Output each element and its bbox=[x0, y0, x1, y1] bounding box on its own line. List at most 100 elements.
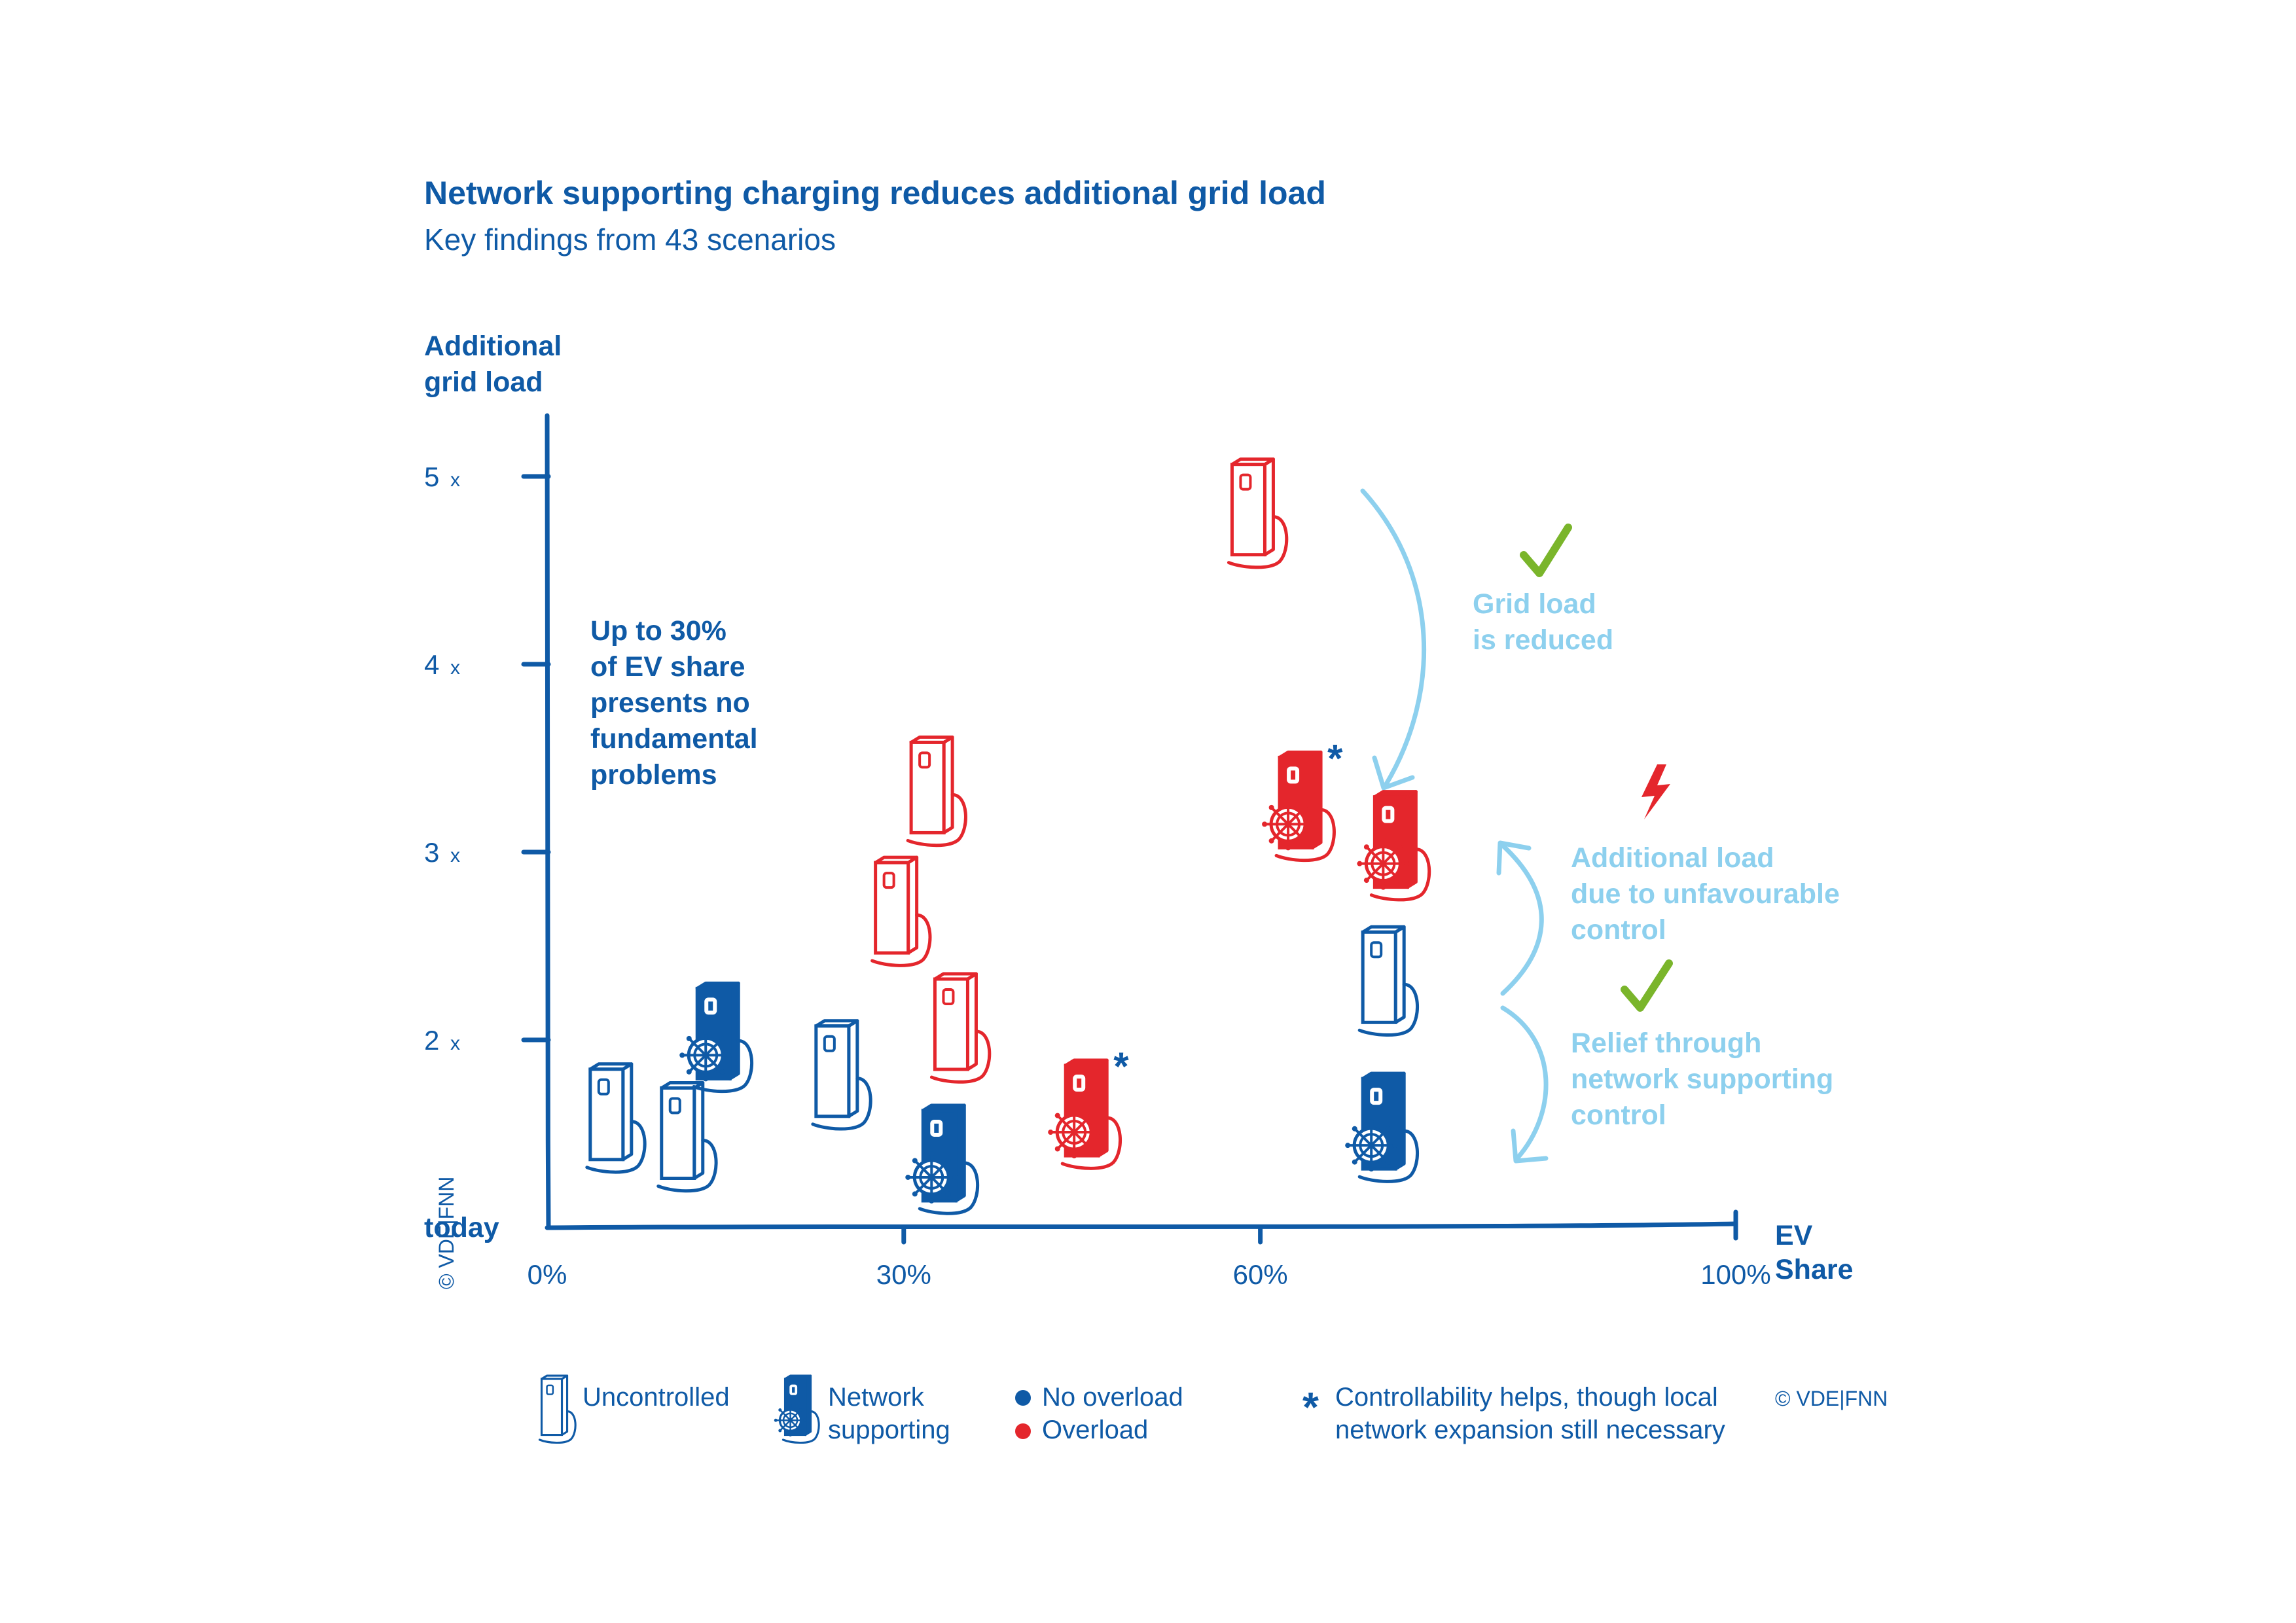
asterisk-mark: * bbox=[1327, 736, 1343, 780]
ship-wheel-icon bbox=[679, 1029, 732, 1082]
chart-title: Network supporting charging reduces addi… bbox=[424, 175, 1326, 211]
charger-cable bbox=[811, 1077, 872, 1131]
data-points: ** bbox=[585, 457, 1431, 1215]
charger-cable bbox=[1357, 1129, 1420, 1183]
y-tick-suffix: x bbox=[450, 657, 460, 679]
legend-no-overload-label: No overload bbox=[1042, 1383, 1183, 1412]
legend: Uncontrolled Network supporting No overl… bbox=[538, 1374, 1888, 1444]
y-tick-label: 5 bbox=[424, 461, 439, 492]
additional-load-note: Additional load due to unfavourable cont… bbox=[1571, 764, 1840, 946]
legend-overload-dot bbox=[1015, 1423, 1031, 1439]
x-axis-label-line2: Share bbox=[1775, 1254, 1854, 1285]
charger-display bbox=[1370, 941, 1383, 959]
x-tick-label: 60% bbox=[1233, 1259, 1288, 1290]
charger-cable bbox=[692, 1039, 754, 1094]
ship-wheel-icon bbox=[1345, 1119, 1398, 1172]
y-origin-label: today bbox=[424, 1212, 499, 1243]
grid-reduced-note: Grid load is reduced bbox=[1473, 524, 1613, 656]
left-note-line3: presents no bbox=[590, 687, 750, 719]
legend-credit: © VDE|FNN bbox=[1775, 1387, 1888, 1410]
charger-body bbox=[814, 1024, 851, 1118]
x-tick-label: 30% bbox=[876, 1259, 931, 1290]
uncontrolled-charger bbox=[929, 972, 992, 1084]
y-axis-label-line2: grid load bbox=[424, 366, 543, 398]
charger-display-inner bbox=[934, 1123, 939, 1133]
charger-body bbox=[588, 1067, 625, 1162]
charger-display-inner bbox=[1291, 770, 1296, 780]
network-supporting-charger: * bbox=[1048, 1044, 1129, 1170]
charger-body bbox=[540, 1378, 564, 1436]
uncontrolled-charger bbox=[1357, 925, 1420, 1037]
left-note-line1: Up to 30% bbox=[590, 615, 726, 647]
charger-cable bbox=[906, 793, 967, 847]
charger-cable bbox=[929, 1029, 992, 1084]
charger-display bbox=[668, 1097, 681, 1115]
additional-load-line2: due to unfavourable bbox=[1571, 878, 1840, 910]
legend-no-overload-dot bbox=[1015, 1390, 1031, 1406]
network-supporting-charger: * bbox=[1262, 736, 1343, 863]
left-note: Up to 30% of EV share presents no fundam… bbox=[590, 615, 758, 791]
legend-asterisk: * bbox=[1302, 1383, 1319, 1431]
legend-overload-label: Overload bbox=[1042, 1416, 1148, 1444]
network-supporting-charger bbox=[679, 981, 754, 1094]
ship-wheel-icon bbox=[1048, 1106, 1101, 1159]
legend-note-line1: Controllability helps, though local bbox=[1335, 1383, 1718, 1412]
ship-wheel-icon bbox=[1357, 837, 1410, 890]
charger-body bbox=[909, 740, 946, 834]
charger-display-inner bbox=[1077, 1079, 1082, 1088]
x-axis-label-line1: EV bbox=[1775, 1220, 1813, 1251]
grid-reduced-line1: Grid load bbox=[1473, 588, 1596, 620]
charger-display bbox=[546, 1384, 554, 1395]
uncontrolled-charger bbox=[811, 1019, 872, 1131]
charger-cable bbox=[1060, 1116, 1122, 1170]
charger-display bbox=[918, 751, 931, 769]
y-tick-suffix: x bbox=[450, 1033, 460, 1054]
chart-subtitle: Key findings from 43 scenarios bbox=[424, 223, 836, 257]
grid-reduced-line2: is reduced bbox=[1473, 624, 1613, 656]
left-note-line2: of EV share bbox=[590, 651, 745, 683]
charger-cable bbox=[1227, 515, 1289, 569]
legend-uncontrolled-icon bbox=[538, 1374, 577, 1444]
charger-display-inner bbox=[1374, 1092, 1379, 1101]
legend-uncontrolled-label: Uncontrolled bbox=[583, 1383, 730, 1412]
legend-network-label-line2: supporting bbox=[828, 1416, 950, 1444]
y-axis bbox=[545, 413, 551, 1230]
y-tick-suffix: x bbox=[450, 845, 460, 866]
arrow-reduced-head bbox=[1372, 755, 1415, 791]
charger-cable bbox=[1357, 982, 1420, 1037]
legend-network-label-line1: Network bbox=[828, 1383, 925, 1412]
network-supporting-charger bbox=[1345, 1071, 1420, 1183]
arrow-relief bbox=[1500, 1005, 1549, 1161]
charger-display bbox=[1239, 473, 1252, 491]
uncontrolled-charger bbox=[906, 735, 967, 847]
x-tick-label: 100% bbox=[1700, 1259, 1770, 1290]
y-tick-label: 4 bbox=[424, 649, 439, 680]
additional-load-line3: control bbox=[1571, 914, 1666, 946]
charger-cable bbox=[1274, 808, 1336, 863]
x-axis bbox=[545, 1221, 1738, 1230]
legend-network-icon bbox=[774, 1374, 820, 1444]
uncontrolled-charger bbox=[656, 1081, 718, 1193]
y-tick-label: 2 bbox=[424, 1025, 439, 1056]
lightning-icon bbox=[1641, 764, 1670, 819]
arrow-relief-head bbox=[1511, 1128, 1549, 1164]
side-credit: © VDE|FNN bbox=[435, 1177, 458, 1289]
relief-line2: network supporting bbox=[1571, 1063, 1833, 1095]
charger-display-inner bbox=[792, 1387, 795, 1393]
charger-cable bbox=[656, 1139, 718, 1193]
x-tick-label: 0% bbox=[528, 1259, 567, 1290]
left-note-line4: fundamental bbox=[590, 723, 758, 755]
charger-display bbox=[597, 1078, 610, 1096]
legend-note-line2: network expansion still necessary bbox=[1335, 1416, 1725, 1444]
uncontrolled-charger bbox=[1227, 457, 1289, 569]
charger-body bbox=[1230, 463, 1266, 557]
charger-body bbox=[660, 1086, 696, 1180]
charger-cable bbox=[538, 1410, 577, 1444]
network-supporting-charger bbox=[1357, 790, 1431, 902]
additional-load-line1: Additional load bbox=[1571, 842, 1774, 874]
charger-display-inner bbox=[708, 1001, 713, 1011]
charger-display bbox=[882, 872, 895, 889]
check-icon bbox=[1520, 524, 1572, 577]
charger-cable bbox=[585, 1120, 647, 1174]
